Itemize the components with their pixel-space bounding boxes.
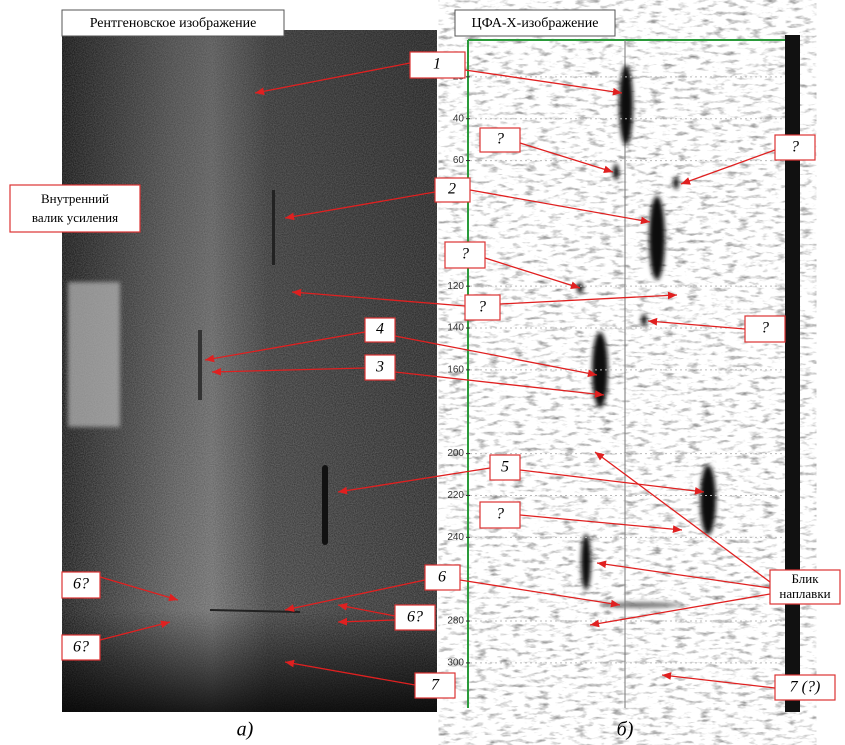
panel-caption: б) bbox=[617, 719, 634, 741]
scale-tick-label: 40 bbox=[453, 113, 465, 124]
label: 1 bbox=[433, 56, 441, 73]
label: Блик bbox=[791, 571, 819, 586]
scale-tick-label: 300 bbox=[447, 658, 464, 669]
label: ? bbox=[496, 131, 504, 148]
panel-title: ЦФА-Х-изображение bbox=[471, 16, 598, 31]
scale-tick-label: 60 bbox=[453, 155, 465, 166]
label: ? bbox=[478, 299, 486, 316]
label: валик усиления bbox=[32, 210, 118, 225]
label: ? bbox=[496, 506, 504, 523]
scale-tick-label: 120 bbox=[447, 281, 464, 292]
label: 5 bbox=[501, 459, 509, 476]
label: 7 (?) bbox=[790, 679, 821, 696]
label: ? bbox=[461, 246, 469, 263]
panel-caption: а) bbox=[237, 719, 254, 741]
scale-tick-label: 160 bbox=[447, 365, 464, 376]
label: 6? bbox=[407, 609, 423, 626]
label: 3 bbox=[375, 359, 384, 376]
label: наплавки bbox=[779, 586, 830, 601]
scale-tick-label: 240 bbox=[447, 532, 464, 543]
label: Внутренний bbox=[41, 191, 109, 206]
label: 6 bbox=[438, 569, 446, 586]
panel-title: Рентгеновское изображение bbox=[90, 16, 257, 31]
scale-tick-label: 200 bbox=[447, 448, 464, 459]
label: 7 bbox=[431, 677, 440, 694]
label: ? bbox=[791, 139, 799, 156]
scale-tick-label: 280 bbox=[447, 616, 464, 627]
scale-tick-label: 220 bbox=[447, 490, 464, 501]
figure: Рентгеновское изображение ЦФА-Х-изображе… bbox=[0, 0, 845, 745]
label: 6? bbox=[73, 576, 89, 593]
label: 2 bbox=[448, 181, 456, 198]
label: 6? bbox=[73, 639, 89, 656]
label: ? bbox=[761, 320, 769, 337]
label: 4 bbox=[376, 321, 384, 338]
scale-tick-label: 140 bbox=[447, 323, 464, 334]
figure-canvas: Рентгеновское изображение ЦФА-Х-изображе… bbox=[0, 0, 845, 745]
